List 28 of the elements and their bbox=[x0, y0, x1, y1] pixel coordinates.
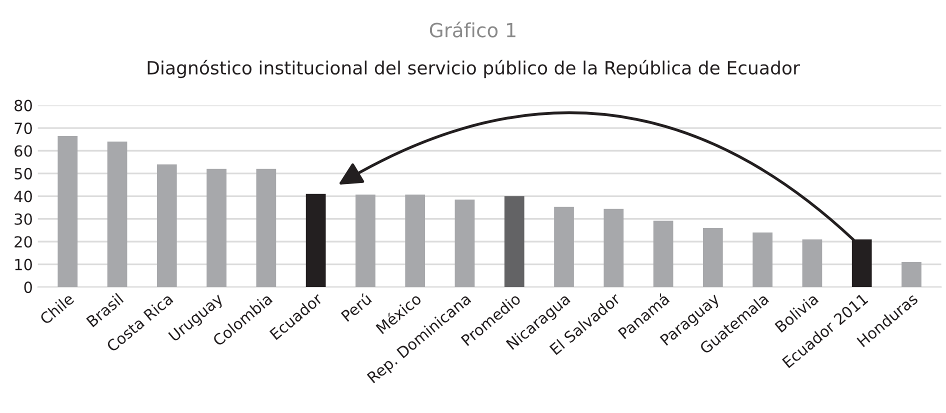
bar bbox=[58, 136, 78, 288]
bar bbox=[306, 194, 326, 288]
y-tick-label: 0 bbox=[24, 282, 32, 294]
y-tick-label: 30 bbox=[14, 213, 32, 225]
y-tick-label: 70 bbox=[14, 122, 32, 134]
bar bbox=[902, 262, 922, 288]
y-tick-label: 40 bbox=[14, 190, 32, 202]
bar bbox=[256, 168, 276, 288]
bar bbox=[752, 232, 772, 288]
bar bbox=[653, 220, 674, 288]
y-tick-label: 50 bbox=[14, 168, 32, 180]
bar bbox=[454, 200, 475, 288]
bar bbox=[107, 142, 128, 288]
bar bbox=[504, 196, 524, 288]
bar bbox=[206, 168, 226, 288]
y-tick-label: 60 bbox=[14, 145, 32, 157]
bar bbox=[405, 194, 426, 288]
chart-subtitle: Diagnóstico institucional del servicio público de la República de Ecuador bbox=[148, 60, 800, 78]
bar bbox=[802, 239, 822, 288]
bar bbox=[156, 164, 177, 288]
bar bbox=[604, 208, 624, 288]
chart-title: Gráfico 1 bbox=[430, 22, 516, 38]
y-tick-label: 20 bbox=[14, 236, 32, 248]
bar bbox=[703, 228, 723, 288]
y-tick-label: 10 bbox=[15, 258, 32, 270]
bar bbox=[356, 194, 376, 288]
y-tick-label: 80 bbox=[14, 100, 32, 112]
bar bbox=[554, 206, 574, 288]
